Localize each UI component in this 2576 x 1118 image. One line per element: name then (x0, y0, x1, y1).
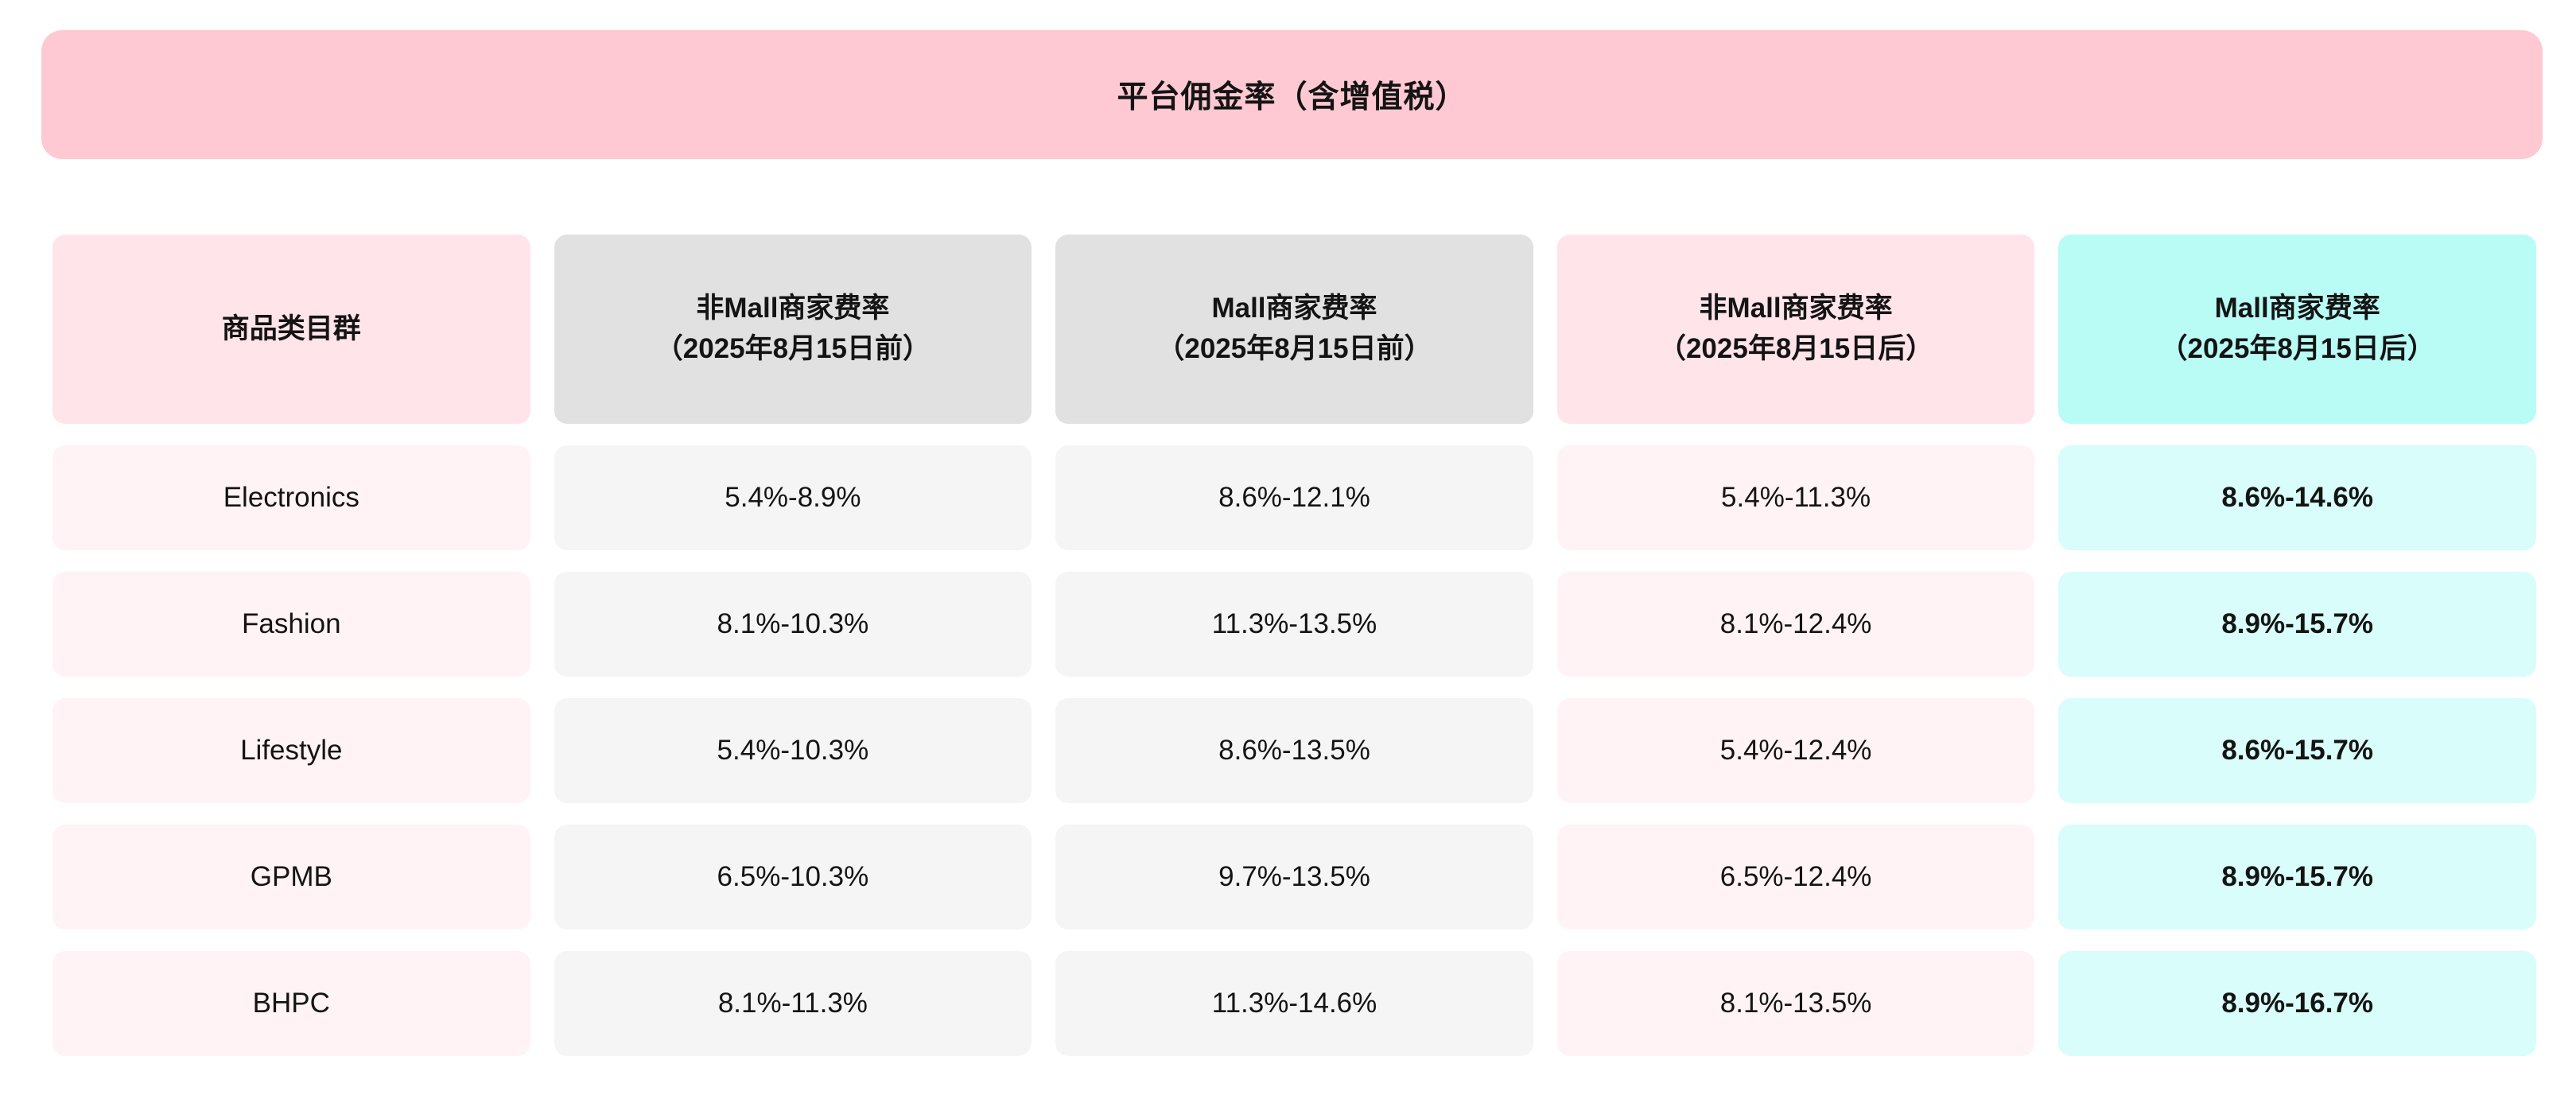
row-lifestyle-nonmall-before: 5.4%-10.3% (554, 698, 1032, 803)
header-category-label: 商品类目群 (221, 312, 361, 344)
commission-rate-table: 商品类目群 非Mall商家费率 （2025年8月15日前） Mall商家费率 （… (52, 235, 2536, 1056)
row-fashion-nonmall-after: 8.1%-12.4% (1556, 572, 2035, 677)
row-bhpc-mall-before: 11.3%-14.6% (1055, 951, 1533, 1056)
row-gpmb-mall-after: 8.9%-15.7% (2058, 825, 2536, 930)
row-electronics-category: Electronics (52, 445, 530, 550)
row-fashion-nonmall-before: 8.1%-10.3% (554, 572, 1032, 677)
row-lifestyle-mall-after: 8.6%-15.7% (2058, 698, 2536, 803)
row-fashion-mall-after: 8.9%-15.7% (2058, 572, 2536, 677)
row-bhpc-mall-after: 8.9%-16.7% (2058, 951, 2536, 1056)
row-lifestyle-mall-before: 8.6%-13.5% (1055, 698, 1533, 803)
header-nonmall-before-sub: （2025年8月15日前） (655, 333, 931, 364)
row-electronics-mall-after: 8.6%-14.6% (2058, 445, 2536, 550)
header-mall-before: Mall商家费率 （2025年8月15日前） (1055, 235, 1533, 424)
header-nonmall-after-label: 非Mall商家费率 (1699, 293, 1893, 324)
header-mall-before-sub: （2025年8月15日前） (1156, 333, 1432, 364)
row-bhpc-category: BHPC (52, 951, 530, 1056)
header-nonmall-after-sub: （2025年8月15日后） (1657, 333, 1934, 364)
row-electronics-mall-before: 8.6%-12.1% (1055, 445, 1533, 550)
header-nonmall-before-label: 非Mall商家费率 (696, 293, 890, 324)
header-mall-before-label: Mall商家费率 (1211, 293, 1377, 324)
row-bhpc-nonmall-before: 8.1%-11.3% (554, 951, 1032, 1056)
row-bhpc-nonmall-after: 8.1%-13.5% (1556, 951, 2035, 1056)
header-mall-after: Mall商家费率 （2025年8月15日后） (2058, 235, 2536, 424)
row-gpmb-category: GPMB (52, 825, 530, 930)
row-lifestyle-category: Lifestyle (52, 698, 530, 803)
row-electronics-nonmall-before: 5.4%-8.9% (554, 445, 1032, 550)
row-fashion-mall-before: 11.3%-13.5% (1055, 572, 1533, 677)
header-nonmall-before: 非Mall商家费率 （2025年8月15日前） (554, 235, 1032, 424)
page-title: 平台佣金率（含增值税） (1117, 80, 1467, 115)
row-gpmb-nonmall-before: 6.5%-10.3% (554, 825, 1032, 930)
row-gpmb-nonmall-after: 6.5%-12.4% (1556, 825, 2035, 930)
row-electronics-nonmall-after: 5.4%-11.3% (1556, 445, 2035, 550)
row-gpmb-mall-before: 9.7%-13.5% (1055, 825, 1533, 930)
header-nonmall-after: 非Mall商家费率 （2025年8月15日后） (1556, 235, 2035, 424)
row-lifestyle-nonmall-after: 5.4%-12.4% (1556, 698, 2035, 803)
header-mall-after-sub: （2025年8月15日后） (2159, 333, 2435, 364)
header-mall-after-label: Mall商家费率 (2214, 293, 2380, 324)
title-banner: 平台佣金率（含增值税） (41, 30, 2543, 159)
header-category: 商品类目群 (52, 235, 530, 424)
row-fashion-category: Fashion (52, 572, 530, 677)
